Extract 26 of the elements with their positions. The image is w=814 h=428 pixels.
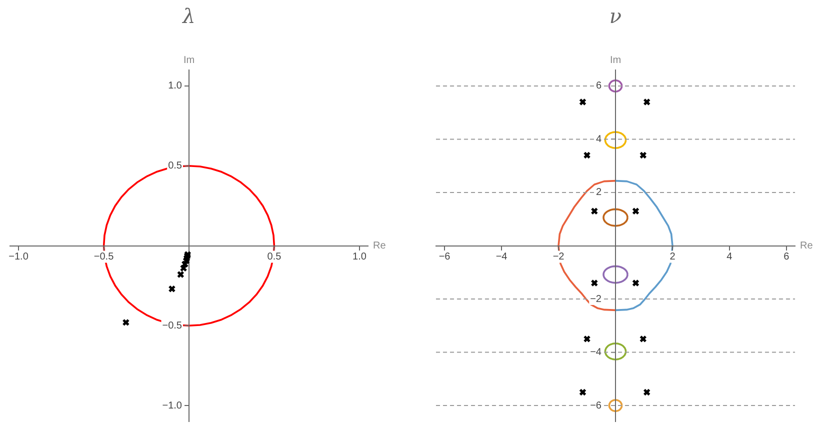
x-tick-label: 4 [726,252,733,262]
chart-title: λ [182,4,196,28]
x-axis-title: Re [373,240,386,252]
y-tick-label: 0.5 [168,160,182,172]
y-axis-title: Im [183,54,195,66]
y-tick-label: −4 [590,347,602,358]
x-tick-label: −0.5 [94,252,114,262]
y-tick-label: −0.5 [162,320,182,332]
y-tick-label: −2 [590,294,602,305]
y-tick-label: −1.0 [162,400,182,412]
x-tick-label: 2 [670,252,676,262]
y-tick-label: −6 [590,400,602,412]
y-tick-label: 6 [596,80,602,92]
x-tick-label: 0.5 [267,252,282,262]
x-tick-label: 6 [784,252,790,262]
x-tick-label: −2 [552,252,565,262]
y-tick-label: 1.0 [168,80,182,92]
x-tick-label: 1.0 [352,252,367,262]
chart-title: ν [609,4,622,28]
x-axis-title: Re [800,240,814,252]
y-tick-label: 2 [596,187,602,198]
y-axis-title: Im [610,54,622,66]
x-tick-label: −4 [496,252,508,262]
x-tick-label: −1.0 [8,252,29,262]
y-tick-label: 4 [596,134,602,145]
x-tick-label: −6 [438,252,451,262]
